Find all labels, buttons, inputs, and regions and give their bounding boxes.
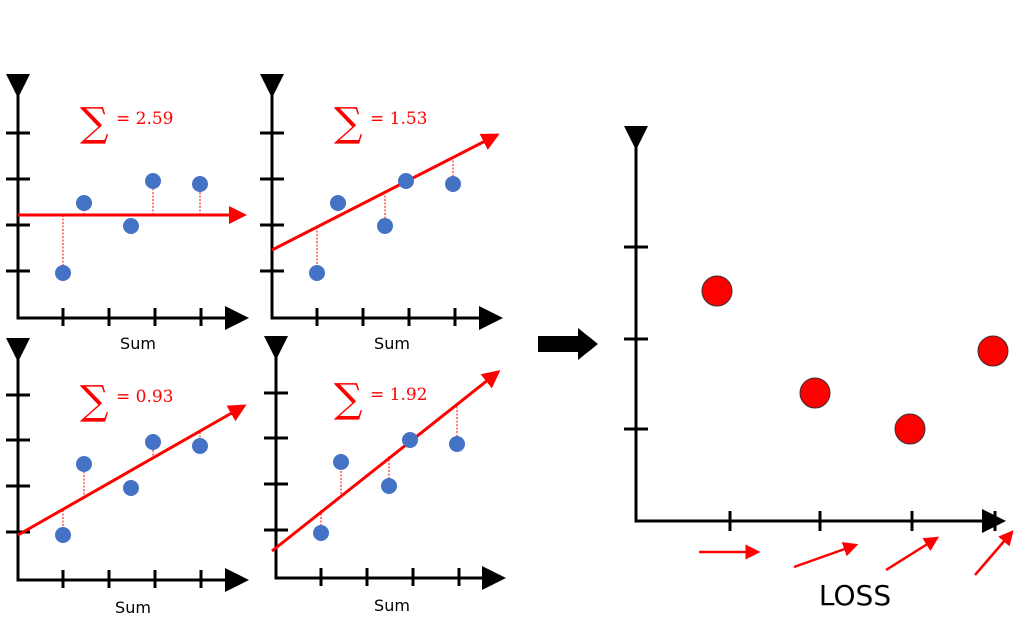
data-point [330,195,346,211]
x-axis-label: Sum [374,596,410,615]
data-point [398,173,414,189]
loss-chart: LOSS [624,126,1014,612]
loss-point [894,413,926,445]
sigma-symbol: ∑ [334,100,363,146]
slope-arrow-icon [793,542,859,569]
sigma-symbol: ∑ [80,378,109,424]
data-point [449,436,465,452]
data-point [55,527,71,543]
axes [264,336,506,590]
x-axis-label: Sum [374,334,410,353]
ticks [260,131,457,326]
ticks [264,391,461,586]
transition-arrow-icon [538,328,598,360]
loss-point [701,275,733,307]
data-point [123,218,139,234]
data-point [192,438,208,454]
data-point [76,456,92,472]
panel-4: ∑ = 1.92 Sum [264,336,506,615]
axes [6,338,249,592]
sigma-symbol: ∑ [334,376,363,422]
panel-2: ∑ = 1.53 Sum [260,74,503,353]
axes [6,74,249,330]
x-axis-label: Sum [120,334,156,353]
data-point [145,434,161,450]
fit-line [17,404,247,537]
sum-value: = 1.92 [370,385,428,405]
axes [624,126,1006,533]
loss-label: LOSS [819,579,891,612]
loss-point [799,377,831,409]
data-point [192,176,208,192]
loss-point [977,335,1009,367]
data-point [76,195,92,211]
data-point [381,478,397,494]
fit-line [271,133,500,252]
data-point [445,176,461,192]
ticks [6,131,203,326]
data-point [123,480,139,496]
sigma-symbol: ∑ [80,100,109,146]
axes [260,74,503,330]
ticks [6,393,203,588]
sum-value: = 1.53 [370,109,428,129]
slope-arrow-icon [885,536,940,572]
data-point [377,218,393,234]
data-point [402,432,418,448]
slope-arrow-icon [974,530,1014,576]
data-point [55,265,71,281]
data-point [313,525,329,541]
sum-value: = 2.59 [116,109,174,129]
panel-3: ∑ = 0.93 Sum [6,338,249,617]
panel-1: ∑ = 2.59 Sum [6,74,249,353]
fit-line [271,370,501,553]
data-point [145,173,161,189]
data-point [333,454,349,470]
ticks [624,245,997,531]
x-axis-label: Sum [115,598,151,617]
data-point [309,265,325,281]
sum-value: = 0.93 [116,387,174,407]
